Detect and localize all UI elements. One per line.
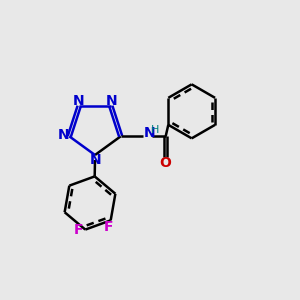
Text: N: N [90,154,102,167]
Text: N: N [144,126,155,140]
Text: N: N [106,94,118,108]
Text: O: O [160,156,172,170]
Text: F: F [104,220,113,234]
Text: F: F [74,223,83,237]
Text: H: H [151,125,160,135]
Text: N: N [58,128,70,142]
Text: N: N [72,94,84,108]
